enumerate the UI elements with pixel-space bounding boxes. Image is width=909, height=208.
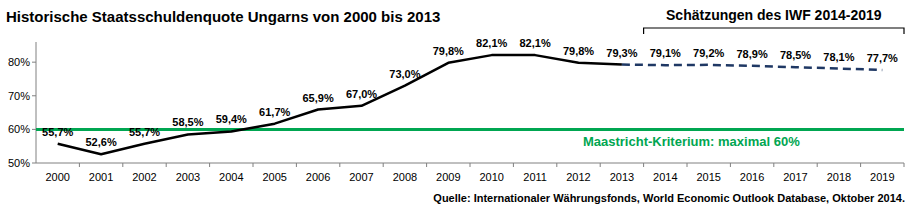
x-tick (687, 163, 688, 167)
x-tick-label: 2015 (696, 171, 720, 183)
data-label: 79,1% (650, 47, 681, 59)
x-tick-label: 2014 (653, 171, 677, 183)
x-tick (426, 163, 427, 167)
x-tick (513, 163, 514, 167)
data-label: 82,1% (476, 37, 507, 49)
reference-label: Maastricht-Kriterium: maximal 60% (583, 134, 800, 149)
x-tick (773, 163, 774, 167)
source: Quelle: Internationaler Währungsfonds, W… (433, 192, 905, 204)
x-tick-label: 2006 (306, 171, 330, 183)
data-label: 65,9% (302, 92, 333, 104)
annotation: Schätzungen des IWF 2014-2019 (666, 7, 882, 23)
data-label: 67,0% (346, 88, 377, 100)
x-tick (860, 163, 861, 167)
data-label: 59,4% (216, 113, 247, 125)
y-tick-label: 50% (8, 157, 30, 169)
data-label: 79,3% (606, 47, 637, 59)
x-tick (904, 163, 905, 167)
y-tick (32, 163, 36, 164)
data-label: 77,7% (867, 52, 898, 64)
x-tick (253, 163, 254, 167)
x-tick (209, 163, 210, 167)
x-tick-label: 2017 (783, 171, 807, 183)
x-tick-label: 2010 (479, 171, 503, 183)
x-tick (556, 163, 557, 167)
data-label: 78,5% (780, 49, 811, 61)
y-tick-label: 70% (8, 90, 30, 102)
y-tick (32, 129, 36, 130)
y-tick (32, 62, 36, 63)
data-label: 78,1% (823, 51, 854, 63)
x-tick (79, 163, 80, 167)
x-tick-label: 2005 (262, 171, 286, 183)
reference-line (36, 128, 904, 131)
x-tick-label: 2008 (393, 171, 417, 183)
y-axis (36, 42, 37, 163)
y-tick (32, 95, 36, 96)
x-tick-label: 2012 (566, 171, 590, 183)
series-line (622, 65, 882, 70)
y-tick-label: 80% (8, 56, 30, 68)
x-tick (730, 163, 731, 167)
x-tick-label: 2003 (176, 171, 200, 183)
data-label: 55,7% (129, 126, 160, 138)
data-label: 55,7% (42, 126, 73, 138)
x-tick (643, 163, 644, 167)
y-tick-label: 60% (8, 123, 30, 135)
x-tick-label: 2011 (523, 171, 547, 183)
annotation-bracket (644, 28, 904, 34)
x-tick (600, 163, 601, 167)
title: Historische Staatsschuldenquote Ungarns … (6, 8, 440, 25)
x-tick (339, 163, 340, 167)
x-tick (470, 163, 471, 167)
x-tick (122, 163, 123, 167)
x-tick (296, 163, 297, 167)
data-label: 58,5% (172, 116, 203, 128)
x-tick (817, 163, 818, 167)
x-tick (383, 163, 384, 167)
x-tick-label: 2009 (436, 171, 460, 183)
data-label: 79,2% (693, 47, 724, 59)
x-tick-label: 2016 (740, 171, 764, 183)
x-tick-label: 2001 (89, 171, 113, 183)
x-tick (166, 163, 167, 167)
x-tick-label: 2013 (610, 171, 634, 183)
x-tick-label: 2019 (870, 171, 894, 183)
x-tick-label: 2000 (45, 171, 69, 183)
data-label: 79,8% (563, 45, 594, 57)
chart: Historische Staatsschuldenquote Ungarns … (0, 0, 909, 208)
data-label: 78,9% (736, 48, 767, 60)
x-tick-label: 2018 (827, 171, 851, 183)
data-label: 79,8% (433, 45, 464, 57)
data-label: 73,0% (389, 68, 420, 80)
x-tick-label: 2007 (349, 171, 373, 183)
data-label: 52,6% (85, 136, 116, 148)
data-label: 61,7% (259, 106, 290, 118)
series-line (58, 55, 622, 154)
data-label: 82,1% (519, 37, 550, 49)
x-tick-label: 2004 (219, 171, 243, 183)
plot-area (36, 55, 904, 154)
x-tick-label: 2002 (132, 171, 156, 183)
